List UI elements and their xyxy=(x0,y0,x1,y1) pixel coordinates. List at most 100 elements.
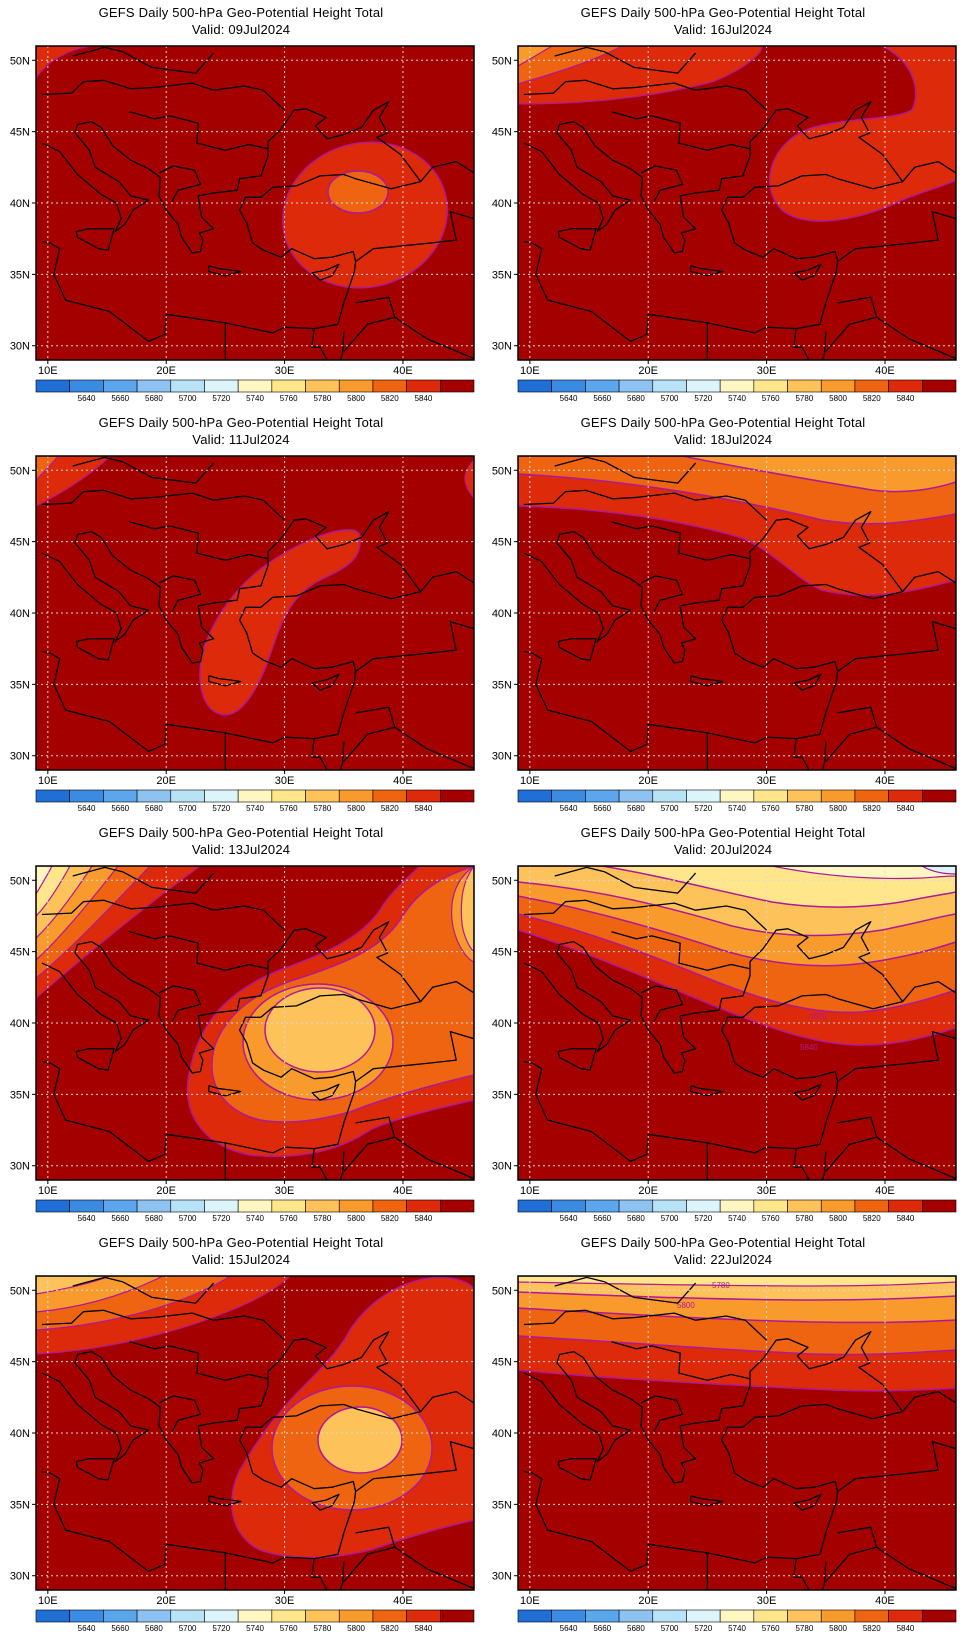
colorbar-swatch xyxy=(136,789,172,803)
colorbar: 5640 5660 5680 5700 5720 5740 5760 5780 5800 5820… xyxy=(517,789,957,813)
colorbar-label: 5800 xyxy=(347,804,365,813)
colorbar-label: 5680 xyxy=(145,804,163,813)
colorbar-label: 5700 xyxy=(661,1624,679,1633)
colorbar-swatch xyxy=(35,379,70,393)
colorbar-label: 5820 xyxy=(381,1214,399,1223)
lon-tick-label: 30E xyxy=(757,1595,777,1607)
colorbar-swatch xyxy=(652,379,687,393)
coastline-segment xyxy=(640,1395,684,1432)
colorbar-label: 5720 xyxy=(212,1214,230,1223)
colorbar-label: 5800 xyxy=(347,394,365,403)
colorbar: 5640 5660 5680 5700 5720 5740 5760 5780 5800 5820… xyxy=(35,1609,475,1633)
coastline-segment xyxy=(640,985,684,1022)
colorbar-label: 5660 xyxy=(593,1214,611,1223)
colorbar-label: 5800 xyxy=(347,1624,365,1633)
coastline-segment xyxy=(129,1341,269,1381)
colorbar-swatch xyxy=(69,379,104,393)
colorbar-swatch xyxy=(652,1609,687,1623)
colorbar-swatch xyxy=(922,379,957,393)
colorbar-swatch xyxy=(440,1199,475,1213)
colorbar-label: 5680 xyxy=(627,804,645,813)
coastline-segment xyxy=(690,1085,724,1097)
coastline-segment xyxy=(394,1136,474,1180)
colorbar-swatch xyxy=(652,1199,687,1213)
lon-tick-label: 40E xyxy=(393,775,413,787)
coastline-segment xyxy=(41,489,286,521)
colorbar-swatch xyxy=(888,789,923,803)
colorbar-label: 5840 xyxy=(897,394,915,403)
lat-tick-label: 45N xyxy=(492,537,512,549)
lon-tick-label: 20E xyxy=(638,365,658,377)
lon-tick-label: 30E xyxy=(275,1595,295,1607)
coastline-segment xyxy=(611,1341,751,1381)
coastline-segment xyxy=(311,738,345,770)
lon-tick-label: 20E xyxy=(156,1185,176,1197)
colorbar-swatch xyxy=(652,789,687,803)
coastline-segment xyxy=(311,1558,345,1590)
coastline-borders xyxy=(41,46,474,360)
colorbar-swatch xyxy=(787,1609,822,1623)
coastline-segment xyxy=(611,111,751,151)
colorbar-swatch xyxy=(204,1199,239,1213)
colorbar-label: 5640 xyxy=(560,1214,578,1223)
gridlines xyxy=(518,866,956,1180)
colorbar-swatch xyxy=(305,379,340,393)
coastline-segment xyxy=(420,980,474,1003)
coastline-segment xyxy=(793,673,822,691)
coastline-segment xyxy=(902,570,956,593)
colorbar: 5640 5660 5680 5700 5720 5740 5760 5780 5800 5820… xyxy=(35,379,475,403)
lon-tick-label: 20E xyxy=(638,1185,658,1197)
lat-tick-label: 35N xyxy=(10,679,30,691)
colorbar-label: 5700 xyxy=(179,1624,197,1633)
panel-valid-date: Valid: 15Jul2024 xyxy=(191,1252,291,1267)
colorbar-label: 5680 xyxy=(627,394,645,403)
coastline-segment xyxy=(72,866,215,894)
coastline-segment xyxy=(394,316,474,360)
lon-tick-label: 20E xyxy=(156,775,176,787)
coastline-segment xyxy=(41,530,150,643)
coastline-segment xyxy=(394,726,474,770)
colorbar-label: 5820 xyxy=(863,1214,881,1223)
lat-tick-label: 40N xyxy=(10,1428,30,1440)
colorbar-swatch xyxy=(888,379,923,393)
coastline-segment xyxy=(75,228,115,251)
colorbar-swatch xyxy=(618,789,654,803)
coastline-segment xyxy=(41,583,421,753)
colorbar-label: 5680 xyxy=(627,1214,645,1223)
coastline-segment xyxy=(41,940,150,1053)
panel-valid-date: Valid: 22Jul2024 xyxy=(673,1252,773,1267)
coastline-segment xyxy=(41,1309,286,1341)
lon-tick-label: 10E xyxy=(520,775,540,787)
map-panel-11jul: GEFS Daily 500-hPa Geo-Potential Height … xyxy=(0,410,482,820)
coastline-borders xyxy=(41,456,474,770)
colorbar-swatch xyxy=(69,789,104,803)
colorbar-swatch xyxy=(551,789,586,803)
coastline-borders xyxy=(523,866,956,1180)
panel-title: GEFS Daily 500-hPa Geo-Potential Height … xyxy=(98,825,384,840)
lon-tick-label: 40E xyxy=(875,365,895,377)
panel-title: GEFS Daily 500-hPa Geo-Potential Height … xyxy=(98,1235,384,1250)
colorbar-label: 5720 xyxy=(212,804,230,813)
colorbar-swatch xyxy=(35,1199,70,1213)
colorbar-label: 5740 xyxy=(728,1624,746,1633)
coastline-segment xyxy=(311,1083,340,1101)
lat-tick-label: 35N xyxy=(10,269,30,281)
colorbar-label: 5780 xyxy=(795,804,813,813)
coastline-segment xyxy=(554,456,697,484)
colorbar-swatch xyxy=(753,379,788,393)
colorbar-swatch xyxy=(372,1199,407,1213)
coastline-segment xyxy=(91,101,422,254)
colorbar-swatch xyxy=(551,1199,586,1213)
colorbar-swatch xyxy=(406,1199,441,1213)
coastline-segment xyxy=(793,1148,827,1180)
coastline-segment xyxy=(557,228,597,251)
colorbar-label: 5840 xyxy=(415,804,433,813)
coastline-segment xyxy=(876,1136,956,1180)
coastline-segment xyxy=(523,120,632,233)
colorbar-label: 5760 xyxy=(762,394,780,403)
coastline-segment xyxy=(75,1048,115,1071)
colorbar-label: 5660 xyxy=(111,1214,129,1223)
lon-tick-label: 10E xyxy=(38,1595,58,1607)
coastline-segment xyxy=(129,111,269,151)
